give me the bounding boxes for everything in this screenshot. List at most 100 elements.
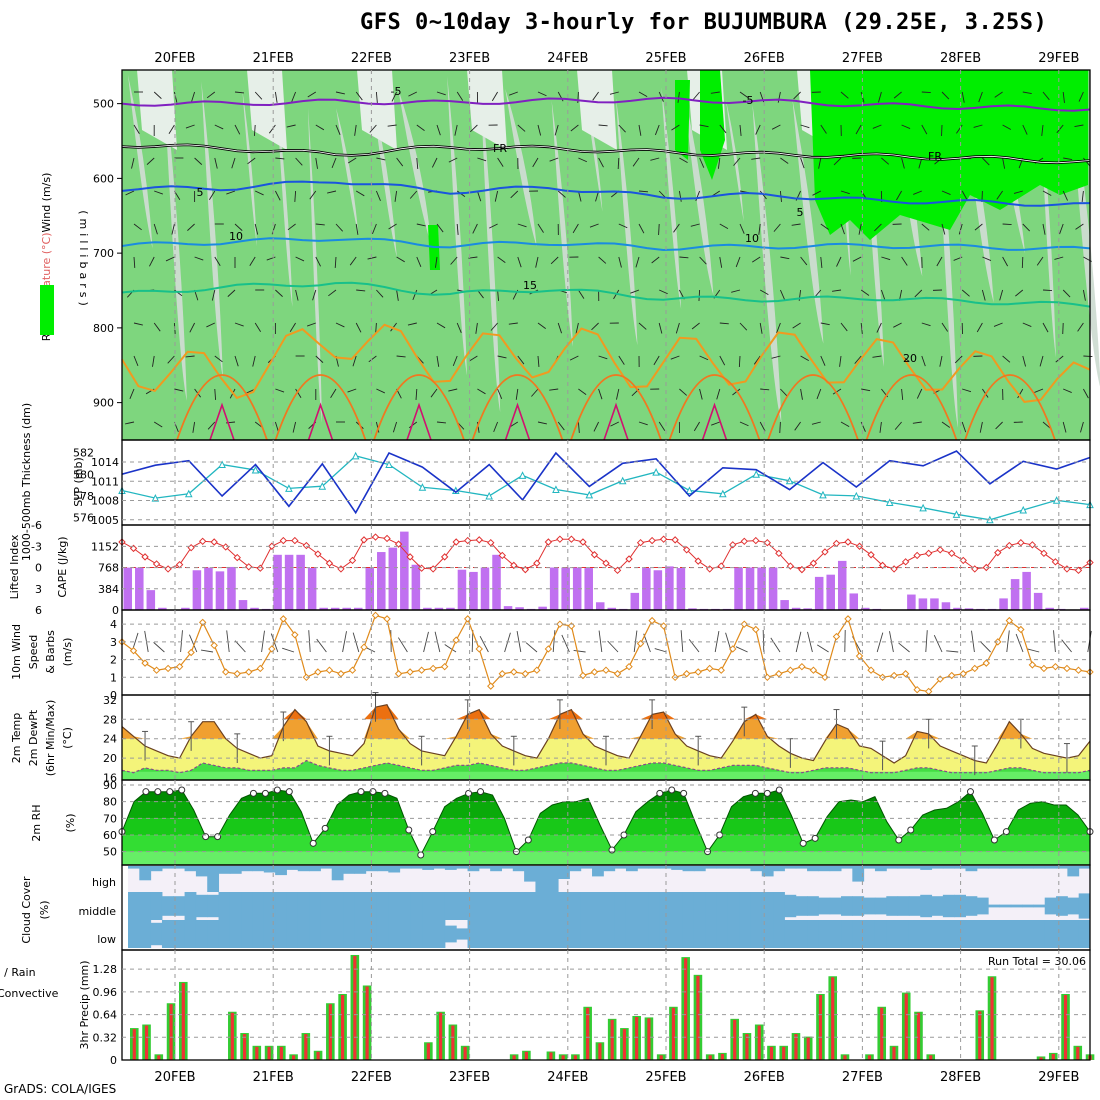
cloud-bar bbox=[422, 866, 435, 870]
lifted-index-marker bbox=[671, 536, 679, 544]
wind-barb bbox=[780, 256, 790, 260]
wind-barb bbox=[861, 388, 871, 392]
lifted-index-marker bbox=[659, 535, 668, 543]
precip-convective-bar bbox=[978, 1011, 982, 1060]
lifted-index-marker bbox=[579, 538, 587, 546]
cape-bar bbox=[423, 607, 432, 610]
wind-barb bbox=[1013, 190, 1023, 194]
wind-barb bbox=[330, 388, 337, 399]
date-label-bottom: 26FEB bbox=[744, 1070, 785, 1085]
wind-barb bbox=[878, 91, 882, 103]
cloud-bar bbox=[354, 920, 367, 948]
chart-title: GFS 0~10day 3-hourly for BUJUMBURA (29.2… bbox=[360, 10, 1048, 35]
precip-convective-bar bbox=[757, 1025, 761, 1060]
wind-barb bbox=[638, 421, 648, 426]
wind-speed-marker bbox=[1005, 616, 1014, 625]
cloud-bar bbox=[184, 920, 197, 948]
wind-barb bbox=[1041, 124, 1044, 136]
rh-dry-patch bbox=[615, 97, 638, 346]
cloud-bar bbox=[795, 866, 808, 869]
thickness-marker bbox=[919, 503, 927, 512]
temperature-area bbox=[122, 704, 1090, 780]
cloud-bar bbox=[614, 920, 627, 948]
wind-barb bbox=[397, 637, 408, 653]
wind-barb bbox=[699, 157, 705, 168]
wind-barb bbox=[939, 355, 943, 367]
rh-band bbox=[122, 851, 1090, 865]
temp-tick-label: 16 bbox=[103, 772, 117, 785]
wind-barb bbox=[598, 157, 604, 168]
cloud-bar bbox=[761, 866, 774, 877]
cloud-bar bbox=[309, 920, 321, 948]
precip-convective-bar bbox=[549, 1052, 553, 1060]
cloud-bar bbox=[976, 897, 989, 915]
wind-barb bbox=[699, 256, 707, 265]
cloud-bar bbox=[218, 892, 231, 920]
precip-convective-bar bbox=[426, 1043, 430, 1060]
rh-dry-patch bbox=[505, 88, 537, 247]
wind-speed-marker bbox=[498, 670, 506, 678]
precip-convective-bar bbox=[242, 1034, 247, 1060]
cloud-bar bbox=[1022, 904, 1034, 908]
wind-barb bbox=[489, 223, 498, 229]
wind-barb bbox=[1083, 355, 1093, 358]
isotherm-label: -5 bbox=[743, 94, 754, 107]
wind-barb bbox=[982, 157, 990, 166]
cape-bar bbox=[964, 608, 974, 610]
cloud-bar bbox=[128, 892, 140, 920]
wind-barb bbox=[508, 322, 518, 325]
wind-speed-marker bbox=[210, 641, 218, 650]
wind-speed-marker bbox=[337, 670, 345, 678]
wind-speed-marker bbox=[291, 631, 299, 639]
wind-barb bbox=[860, 322, 863, 334]
wind-barb bbox=[719, 322, 729, 325]
wind-speed-marker bbox=[832, 632, 841, 641]
wind-barb bbox=[638, 322, 647, 330]
lifted-index-marker bbox=[187, 543, 195, 552]
cape-bar bbox=[642, 568, 651, 610]
cape-bar bbox=[1010, 579, 1020, 610]
wind-barb bbox=[504, 632, 511, 653]
rh-dry-patch bbox=[127, 74, 153, 249]
wind-barb bbox=[1081, 190, 1084, 202]
cloud-bar bbox=[965, 920, 978, 948]
rh2m-marker bbox=[895, 836, 903, 844]
y-tick-label: 900 bbox=[93, 397, 114, 410]
wind-barb bbox=[795, 631, 802, 653]
credit-text: GrADS: COLA/IGES bbox=[4, 1082, 117, 1096]
wind-barb bbox=[368, 355, 377, 363]
y-tick-label: 800 bbox=[93, 322, 114, 335]
wind-barb bbox=[292, 421, 297, 433]
wind-barb bbox=[407, 322, 417, 326]
isotherm-label: 15 bbox=[523, 279, 537, 292]
cape-bar bbox=[1045, 607, 1054, 610]
cloud-bar bbox=[931, 896, 944, 916]
wind-barb bbox=[557, 322, 562, 334]
wind-barb bbox=[1062, 91, 1065, 103]
rh2m-marker bbox=[477, 788, 485, 796]
wind-barb bbox=[921, 223, 930, 231]
cloud-bar bbox=[229, 866, 242, 874]
rh-moist-region bbox=[700, 70, 725, 180]
wind-barb bbox=[618, 223, 628, 229]
wind-barb bbox=[1002, 157, 1006, 169]
wind-barb bbox=[760, 388, 770, 391]
cloud-bar bbox=[886, 866, 899, 869]
thickness-marker bbox=[652, 468, 660, 476]
lifted-index-marker bbox=[348, 556, 357, 565]
temp-ylabel: (6hr Min/Max) bbox=[44, 700, 57, 777]
date-label-top: 29FEB bbox=[1038, 51, 1079, 66]
cloud-bar bbox=[841, 866, 853, 869]
cloud-bar bbox=[1033, 866, 1046, 869]
wind-barb bbox=[537, 322, 546, 330]
wind-barb bbox=[1053, 630, 1056, 653]
thickness-line bbox=[121, 455, 1091, 521]
cloud-bar bbox=[478, 866, 491, 869]
cloud-bar bbox=[524, 920, 536, 948]
wind-barb bbox=[976, 322, 983, 333]
cloud-bar bbox=[976, 866, 989, 869]
wind-barb bbox=[531, 388, 539, 397]
wind-barb bbox=[1022, 223, 1031, 232]
thickness-marker bbox=[485, 491, 493, 500]
rh2m-marker bbox=[524, 836, 532, 844]
